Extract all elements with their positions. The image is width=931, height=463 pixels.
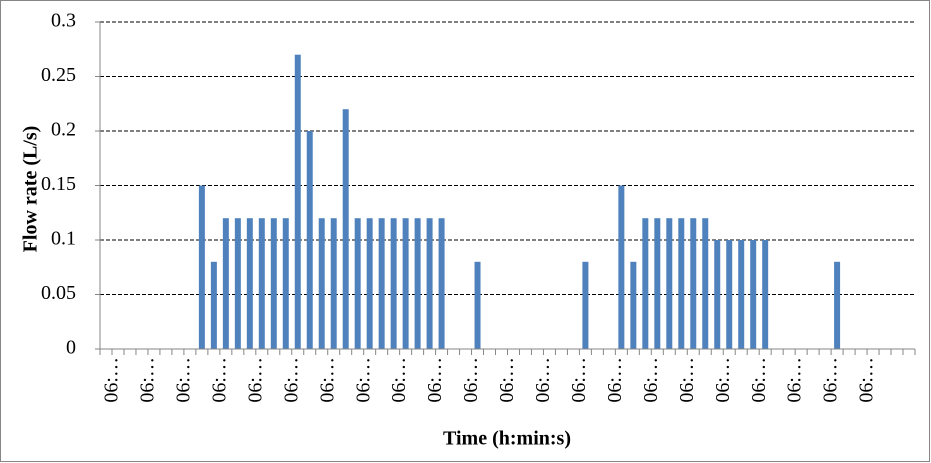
bar: [342, 109, 349, 349]
x-tick-label: 06:…: [856, 357, 878, 403]
bar: [678, 218, 685, 349]
bar: [582, 261, 589, 349]
bar: [366, 218, 373, 349]
bar: [258, 218, 265, 349]
bar: [402, 218, 409, 349]
x-tick-label: 06:…: [208, 357, 230, 403]
x-tick-label: 06:…: [388, 357, 410, 403]
x-tick-label: 06:…: [460, 357, 482, 403]
bar: [210, 261, 217, 349]
bar: [378, 218, 385, 349]
y-tick-label: 0.2: [51, 119, 76, 141]
bar: [282, 218, 289, 349]
bar: [234, 218, 241, 349]
x-tick-label: 06:…: [640, 357, 662, 403]
bar: [198, 185, 205, 349]
bar: [738, 240, 745, 349]
bar: [642, 218, 649, 349]
bar: [390, 218, 397, 349]
bar: [630, 261, 637, 349]
x-tick-label: 06:…: [280, 357, 302, 403]
x-tick-label: 06:…: [568, 357, 590, 403]
bar: [222, 218, 229, 349]
bar: [306, 131, 313, 349]
x-tick-label: 06:…: [244, 357, 266, 403]
bar: [834, 261, 841, 349]
bar: [330, 218, 337, 349]
y-tick-label: 0.3: [51, 10, 76, 32]
bar: [750, 240, 757, 349]
bar: [414, 218, 421, 349]
bar: [690, 218, 697, 349]
x-tick-label: 06:…: [137, 357, 159, 403]
x-tick-label: 06:…: [172, 357, 194, 403]
x-tick-label: 06:…: [820, 357, 842, 403]
x-tick-label: 06:…: [604, 357, 626, 403]
bar: [702, 218, 709, 349]
y-tick-label: 0.05: [41, 282, 76, 304]
x-tick-label: 06:…: [352, 357, 374, 403]
bar: [666, 218, 673, 349]
bar: [438, 218, 445, 349]
bar: [618, 185, 625, 349]
y-tick-label: 0.15: [41, 173, 76, 195]
bar: [654, 218, 661, 349]
x-tick-label: 06:…: [101, 357, 123, 403]
bar: [354, 218, 361, 349]
bar: [294, 54, 301, 349]
bar: [762, 240, 769, 349]
y-tick-label: 0.1: [51, 228, 76, 250]
x-tick-label: 06:…: [712, 357, 734, 403]
y-axis-title: Flow rate (L/s): [20, 126, 42, 253]
x-tick-label: 06:…: [748, 357, 770, 403]
bar: [270, 218, 277, 349]
x-tick-label: 06:…: [676, 357, 698, 403]
bar: [426, 218, 433, 349]
x-tick-label: 06:…: [316, 357, 338, 403]
bar: [474, 261, 481, 349]
bar: [726, 240, 733, 349]
x-tick-label: 06:…: [784, 357, 806, 403]
x-axis-title: Time (h:min:s): [443, 428, 571, 450]
x-tick-label: 06:…: [532, 357, 554, 403]
bar: [246, 218, 253, 349]
y-tick-label: 0.25: [41, 64, 76, 86]
bar: [714, 240, 721, 349]
x-tick-label: 06:…: [496, 357, 518, 403]
y-tick-label: 0: [66, 337, 76, 359]
x-tick-label: 06:…: [424, 357, 446, 403]
bar: [318, 218, 325, 349]
